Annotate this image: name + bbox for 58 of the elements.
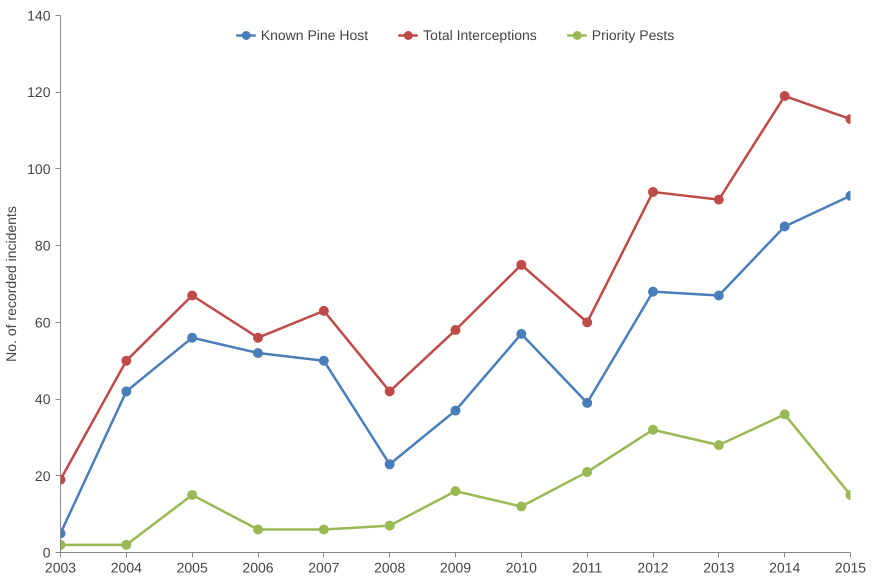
x-tick-label: 2007 [308, 560, 340, 576]
y-tick-label: 100 [27, 160, 51, 177]
point [582, 398, 592, 408]
point [187, 490, 198, 500]
x-tick-label: 2010 [506, 560, 538, 576]
point [648, 424, 658, 435]
y-tick-label: 80 [34, 238, 51, 254]
y-axis-title: No. of recorded incidents [3, 206, 20, 362]
point [450, 406, 460, 416]
point [582, 317, 592, 328]
point [384, 520, 395, 531]
point [384, 386, 395, 396]
y-tick-label: 140 [27, 8, 51, 24]
y-tick-label: 20 [34, 468, 51, 484]
point [121, 356, 132, 366]
x-tick-label: 2015 [834, 560, 866, 576]
point [121, 540, 132, 550]
point [780, 409, 790, 420]
x-tick-label: 2009 [440, 560, 472, 576]
x-tick-label: 2014 [769, 560, 800, 576]
point [187, 332, 198, 343]
point [714, 290, 724, 300]
point [318, 524, 329, 534]
point [253, 524, 263, 534]
x-tick-label: 2006 [242, 560, 274, 576]
point [516, 501, 526, 512]
x-tick-label: 2011 [572, 560, 602, 576]
legend-label: Total Interceptions [423, 27, 537, 43]
point [516, 328, 526, 339]
x-tick-label: 2013 [703, 560, 735, 576]
y-tick-label: 60 [34, 314, 51, 330]
y-tick-label: 40 [34, 391, 51, 408]
point [450, 325, 460, 336]
point [384, 459, 395, 470]
point [780, 91, 790, 102]
x-tick-label: 2012 [637, 560, 669, 576]
point [582, 466, 592, 477]
point [253, 348, 263, 358]
point [516, 260, 526, 270]
point [648, 286, 658, 297]
y-tick-label: 120 [27, 84, 51, 100]
legend-label: Priority Pests [592, 27, 674, 43]
point [318, 356, 329, 366]
point [187, 290, 198, 300]
x-tick-label: 2003 [44, 560, 76, 576]
point [253, 332, 263, 343]
point [714, 440, 724, 450]
x-tick-label: 2004 [110, 560, 142, 576]
legend-label: Known Pine Host [260, 27, 368, 43]
x-tick-label: 2008 [374, 560, 406, 576]
point [648, 186, 658, 197]
x-tick-label: 2005 [176, 560, 208, 576]
y-tick-label: 0 [42, 544, 51, 560]
point [780, 221, 790, 232]
point [121, 386, 132, 396]
point [714, 194, 724, 205]
point [318, 306, 329, 316]
point [450, 486, 460, 496]
